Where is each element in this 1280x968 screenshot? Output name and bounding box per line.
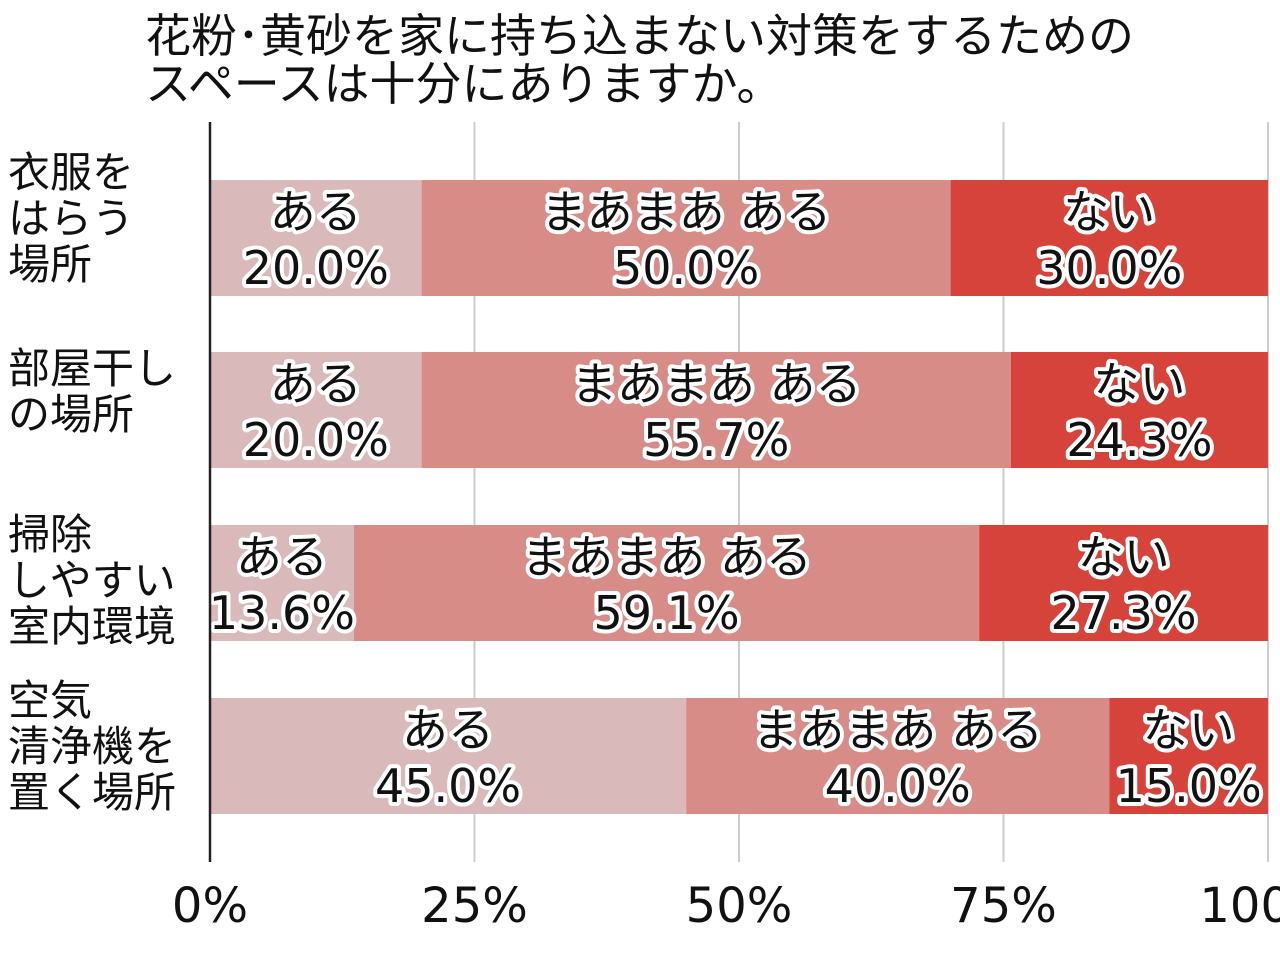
segment-series-label: まあまあ ある	[571, 357, 862, 411]
x-tick-label: 75%	[950, 878, 1057, 934]
chart-title: 花粉･黄砂を家に持ち込まない対策をするための スペースは十分にありますか。	[145, 12, 1265, 108]
segment-series-label: ない	[1078, 530, 1170, 584]
bar-segment	[353, 525, 980, 641]
category-label-4: 空気 清浄機を 置く場所	[8, 676, 177, 817]
segment-series-label: ある	[402, 703, 494, 757]
segment-value-label: 45.0%	[375, 759, 521, 813]
bar-segment	[210, 698, 687, 814]
bar-segment	[210, 180, 422, 296]
bar-segment	[950, 180, 1268, 296]
bar-segment	[1010, 352, 1268, 468]
segment-value-label: 20.0%	[243, 413, 389, 467]
category-label-1: 衣服を はらう 場所	[8, 148, 135, 289]
bar-segment	[210, 525, 354, 641]
x-tick-label: 100%	[1199, 878, 1280, 934]
bar-segment	[1109, 698, 1268, 814]
segment-series-label: ない	[1063, 185, 1155, 239]
segment-series-label: ある	[270, 357, 362, 411]
category-label-2: 部屋干し の場所	[8, 344, 177, 439]
segment-value-label: 50.0%	[613, 241, 759, 295]
bar-segment	[210, 352, 422, 468]
segment-value-label: 27.3%	[1051, 586, 1197, 640]
segment-series-label: まあまあ ある	[752, 703, 1043, 757]
x-tick-label: 50%	[686, 878, 793, 934]
segment-series-label: ない	[1143, 703, 1235, 757]
bar-segment	[421, 180, 951, 296]
segment-series-label: ない	[1093, 357, 1185, 411]
segment-value-label: 15.0%	[1116, 759, 1262, 813]
segment-series-label: ある	[270, 185, 362, 239]
chart-title-line-1: 花粉･黄砂を家に持ち込まない対策をするための	[145, 9, 1134, 63]
segment-value-label: 20.0%	[243, 241, 389, 295]
segment-series-label: まあまあ ある	[541, 185, 832, 239]
segment-value-label: 30.0%	[1036, 241, 1182, 295]
segment-value-label: 55.7%	[643, 413, 789, 467]
segment-value-label: 24.3%	[1066, 413, 1212, 467]
x-tick-label: 25%	[421, 878, 528, 934]
bar-segment	[421, 352, 1011, 468]
segment-series-label: ある	[236, 530, 328, 584]
segment-value-label: 40.0%	[825, 759, 971, 813]
segment-value-label: 13.6%	[209, 586, 355, 640]
x-tick-label: 0%	[172, 878, 248, 934]
category-label-3: 掃除 しやすい 室内環境	[8, 510, 177, 651]
bar-segment	[686, 698, 1110, 814]
chart-title-line-2: スペースは十分にありますか。	[145, 57, 783, 111]
bar-segment	[979, 525, 1268, 641]
segment-series-label: まあまあ ある	[521, 530, 812, 584]
segment-value-label: 59.1%	[593, 586, 739, 640]
